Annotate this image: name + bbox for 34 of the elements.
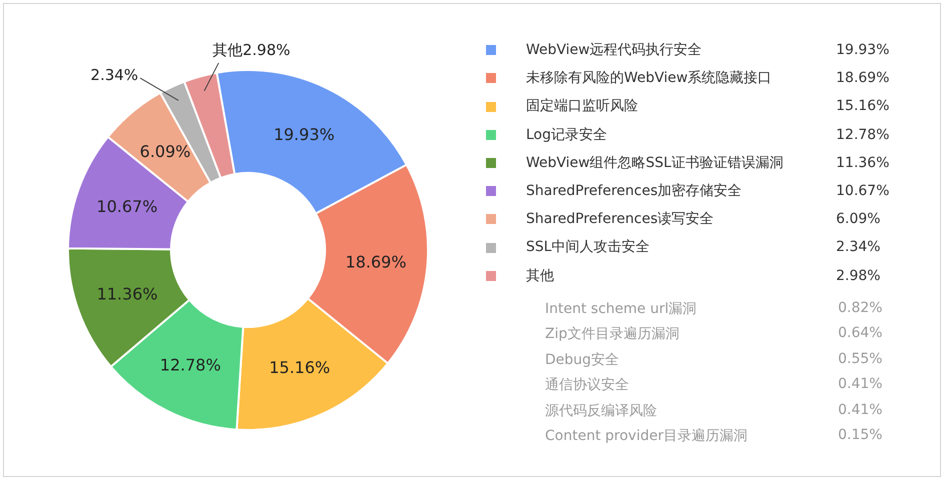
legend-label: 固定端口监听风险: [525, 97, 639, 116]
legend-label: SharedPreferences读写安全: [525, 210, 715, 230]
data-label: 11.36%: [96, 284, 158, 304]
legend-label: WebView组件忽略SSL证书验证错误漏洞: [525, 154, 784, 173]
data-label: 12.78%: [160, 355, 221, 374]
text: Content provider目录遍历漏洞 0.15%: [545, 426, 882, 444]
legend-label: SharedPreferences加密存储安全: [525, 182, 743, 202]
legend-label: SSL中间人攻击安全: [525, 238, 651, 258]
text: 2.34%: [836, 239, 880, 256]
text: Intent scheme url漏洞 0.82%: [545, 300, 882, 317]
data-label: 10.67%: [96, 197, 158, 216]
data-label: 19.93%: [274, 124, 335, 144]
text: 19.93%: [836, 42, 890, 58]
text: 6.09%: [836, 211, 880, 228]
legend-label: WebView远程代码执行安全: [525, 41, 703, 60]
text: 18.69%: [836, 70, 890, 86]
slice-label: 其他: [212, 40, 243, 59]
text: 11.36%: [836, 154, 890, 171]
legend-label: 未移除有风险的WebView系统隐藏接口: [525, 69, 773, 88]
data-label: 2.98%: [242, 40, 290, 59]
text: 2.98%: [836, 268, 880, 284]
data-label: 15.16%: [269, 358, 330, 378]
legend-label: 其他: [525, 266, 555, 286]
text: 10.67%: [836, 183, 890, 200]
text: Debug安全 0.55%: [545, 350, 882, 368]
legend-label: Log记录安全: [525, 126, 608, 145]
data-label: 18.69%: [345, 252, 406, 272]
text: Zip文件目录遍历漏洞 0.64%: [545, 325, 882, 342]
text: 12.78%: [836, 126, 890, 143]
text: 源代码反编译风险 0.41%: [545, 402, 882, 419]
text: 通信协议安全 0.41%: [545, 376, 882, 394]
data-label: 6.09%: [140, 142, 191, 162]
text: 15.16%: [836, 98, 890, 114]
data-label: 2.34%: [90, 66, 138, 84]
